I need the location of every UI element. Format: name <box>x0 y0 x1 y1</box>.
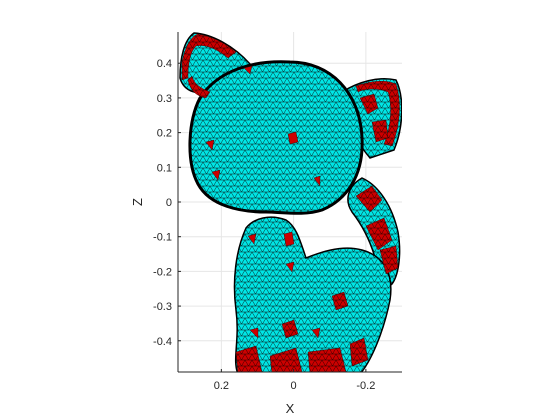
y-tick-label: 0.2 <box>157 128 172 140</box>
y-ticks: 0.4 0.3 0.2 0.1 0 -0.1 -0.2 -0.3 -0.4 <box>153 58 181 348</box>
y-tick-label: -0.3 <box>153 301 172 313</box>
y-tick-label: -0.1 <box>153 232 172 244</box>
spot <box>288 132 298 144</box>
spot <box>284 232 294 246</box>
x-tick-label: 0.2 <box>214 380 229 392</box>
x-axis-label: X <box>286 401 295 416</box>
x-tick-label: 0 <box>291 380 297 392</box>
y-tick-label: 0.3 <box>157 93 172 105</box>
highlight-base-right <box>308 348 346 374</box>
y-tick-label: -0.2 <box>153 266 172 278</box>
y-axis-label: Z <box>130 198 145 206</box>
y-tick-label: 0.4 <box>157 58 172 70</box>
mesh-head <box>190 62 362 214</box>
y-tick-label: 0.1 <box>157 162 172 174</box>
y-tick-label: -0.4 <box>153 336 172 348</box>
y-tick-label: 0 <box>166 197 172 209</box>
x-tick-label: -0.2 <box>356 380 375 392</box>
